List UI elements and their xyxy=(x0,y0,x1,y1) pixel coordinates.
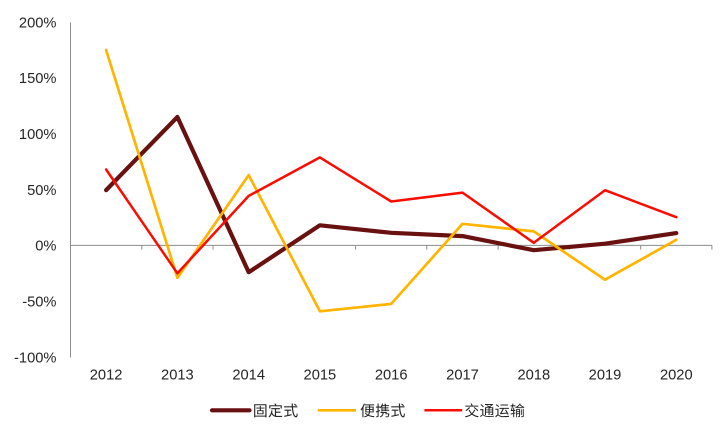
svg-text:2015: 2015 xyxy=(304,368,337,384)
svg-text:150%: 150% xyxy=(19,71,57,87)
svg-text:-50%: -50% xyxy=(22,295,56,311)
svg-text:-100%: -100% xyxy=(14,350,56,366)
svg-text:2014: 2014 xyxy=(232,368,265,384)
svg-text:0%: 0% xyxy=(35,239,56,255)
svg-text:100%: 100% xyxy=(19,127,57,143)
svg-text:50%: 50% xyxy=(27,183,56,199)
svg-text:200%: 200% xyxy=(19,15,57,31)
svg-text:2012: 2012 xyxy=(90,368,123,384)
svg-text:2019: 2019 xyxy=(589,368,622,384)
svg-text:2016: 2016 xyxy=(375,368,408,384)
svg-text:2020: 2020 xyxy=(660,368,693,384)
svg-text:2017: 2017 xyxy=(446,368,479,384)
svg-text:2013: 2013 xyxy=(161,368,194,384)
svg-text:2018: 2018 xyxy=(517,368,550,384)
